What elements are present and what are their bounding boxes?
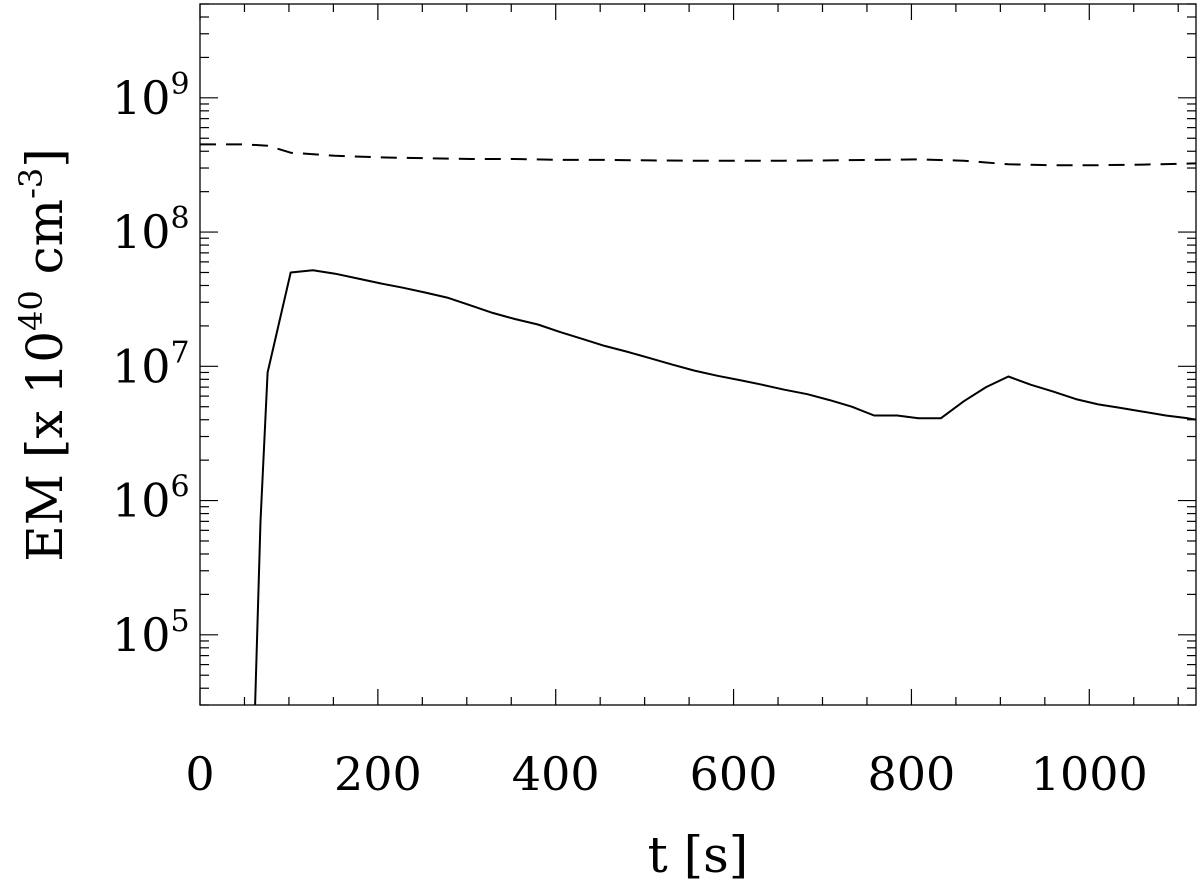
x-tick-label: 200 [334, 747, 422, 801]
x-tick-labels: 0 200 400 600 800 1000 [185, 747, 1147, 801]
y-axis-title-main: EM [x 10 [16, 331, 74, 562]
axis-ticks [199, 3, 1196, 706]
y-tick-label: 105 [112, 604, 190, 662]
x-tick-label: 1000 [1031, 747, 1148, 801]
x-tick-label: 400 [512, 747, 600, 801]
plot-frame [199, 3, 1197, 706]
y-tick-label: 106 [112, 470, 190, 528]
y-tick-labels: 105 106 107 108 109 [112, 67, 190, 662]
y-axis-title-sup2: -3 [12, 168, 50, 199]
dashed-series-line [200, 143, 1196, 167]
y-tick-label: 107 [112, 335, 190, 393]
y-tick-label: 109 [112, 67, 190, 125]
y-tick-label: 108 [112, 201, 190, 259]
x-tick-label: 800 [868, 747, 956, 801]
y-axis-title-sup1: 40 [12, 290, 50, 331]
y-axis-title-mid: cm [16, 199, 74, 290]
series-layer [200, 143, 1196, 705]
solid-series-line [254, 269, 1196, 705]
y-axis-title-end: ] [16, 148, 74, 168]
x-tick-label: 0 [185, 747, 214, 801]
x-tick-label: 600 [690, 747, 778, 801]
x-axis-title: t [s] [648, 826, 749, 883]
y-axis-title: EM [x 1040 cm-3] [12, 148, 74, 562]
